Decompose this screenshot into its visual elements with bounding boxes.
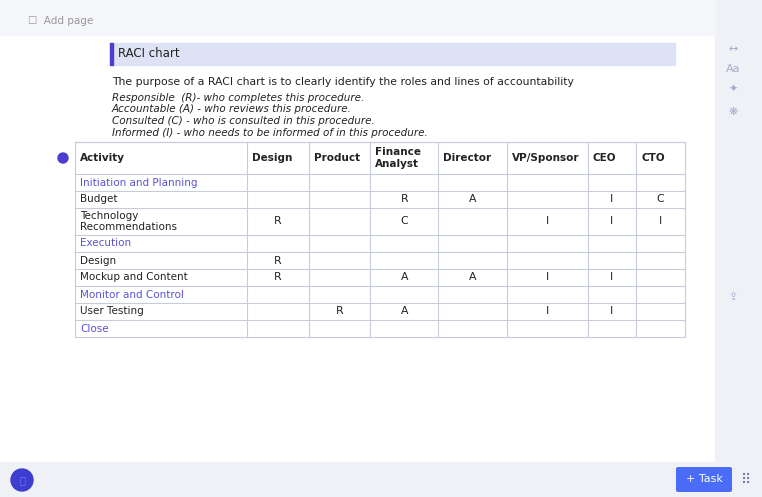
Text: I: I <box>610 307 613 317</box>
Bar <box>110 43 113 65</box>
Text: Director: Director <box>443 153 491 163</box>
Text: I: I <box>546 307 549 317</box>
Bar <box>75 252 685 269</box>
Text: R: R <box>401 194 408 204</box>
Text: R: R <box>335 307 343 317</box>
Text: Technology
Recommendations: Technology Recommendations <box>80 211 177 232</box>
Text: Accountable (A) - who reviews this procedure.: Accountable (A) - who reviews this proce… <box>112 104 352 114</box>
Text: Responsible  (R)- who completes this procedure.: Responsible (R)- who completes this proc… <box>112 93 364 103</box>
Text: I: I <box>546 217 549 227</box>
Text: VP/Sponsor: VP/Sponsor <box>511 153 579 163</box>
Text: Execution: Execution <box>80 239 131 248</box>
Bar <box>75 269 685 286</box>
Text: I: I <box>659 217 662 227</box>
Bar <box>75 191 685 208</box>
Text: Monitor and Control: Monitor and Control <box>80 289 184 300</box>
Text: Product: Product <box>314 153 360 163</box>
Text: I: I <box>610 194 613 204</box>
Text: User Testing: User Testing <box>80 307 144 317</box>
Text: R: R <box>274 255 282 265</box>
Text: Close: Close <box>80 324 109 333</box>
Text: A: A <box>401 272 408 282</box>
Text: Consulted (C) - who is consulted in this procedure.: Consulted (C) - who is consulted in this… <box>112 116 375 126</box>
Text: CTO: CTO <box>642 153 665 163</box>
Text: Finance
Analyst: Finance Analyst <box>375 147 421 169</box>
Text: Mockup and Content: Mockup and Content <box>80 272 187 282</box>
FancyBboxPatch shape <box>676 467 732 492</box>
Text: R: R <box>274 272 282 282</box>
Bar <box>0 0 715 35</box>
Text: A: A <box>401 307 408 317</box>
Text: R: R <box>274 217 282 227</box>
Text: CEO: CEO <box>593 153 616 163</box>
Text: C: C <box>401 217 408 227</box>
Text: I: I <box>610 272 613 282</box>
Text: Design: Design <box>80 255 116 265</box>
Text: ⠿: ⠿ <box>741 473 751 487</box>
Bar <box>75 303 685 320</box>
Bar <box>110 43 675 65</box>
Text: + Task: + Task <box>686 475 722 485</box>
Text: The purpose of a RACI chart is to clearly identify the roles and lines of accoun: The purpose of a RACI chart is to clearl… <box>112 77 574 87</box>
Bar <box>75 142 685 174</box>
Bar <box>75 286 685 303</box>
Circle shape <box>11 469 33 491</box>
Bar <box>75 208 685 235</box>
Text: Aa: Aa <box>725 64 740 74</box>
Text: C: C <box>657 194 664 204</box>
Text: RACI chart: RACI chart <box>118 47 180 60</box>
Bar <box>75 235 685 252</box>
Text: ⇪: ⇪ <box>728 292 738 302</box>
Bar <box>75 320 685 337</box>
Text: ❋: ❋ <box>728 107 738 117</box>
Text: Initiation and Planning: Initiation and Planning <box>80 177 197 187</box>
Bar <box>715 0 762 497</box>
Text: ↔: ↔ <box>728 44 738 54</box>
Text: Budget: Budget <box>80 194 117 204</box>
Bar <box>75 174 685 191</box>
Text: ✦: ✦ <box>728 84 738 94</box>
Text: ⬛: ⬛ <box>19 475 25 485</box>
Text: Informed (I) - who needs to be informed of in this procedure.: Informed (I) - who needs to be informed … <box>112 128 427 138</box>
Bar <box>0 462 715 497</box>
Text: I: I <box>546 272 549 282</box>
Text: A: A <box>469 194 476 204</box>
Text: A: A <box>469 272 476 282</box>
Text: ☐  Add page: ☐ Add page <box>28 16 93 26</box>
Text: Activity: Activity <box>80 153 125 163</box>
Text: Design: Design <box>252 153 293 163</box>
Circle shape <box>58 153 68 163</box>
Text: I: I <box>610 217 613 227</box>
